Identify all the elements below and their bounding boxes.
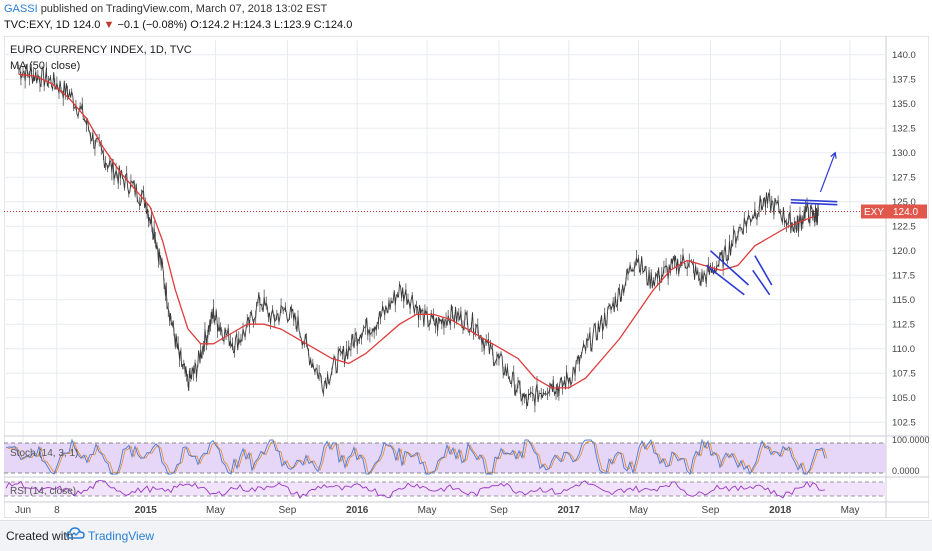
price-tick-label: 110.0 xyxy=(892,344,915,355)
price-tick-label: 105.0 xyxy=(892,393,916,404)
price-tick-label: 132.5 xyxy=(892,124,916,135)
chart-frame xyxy=(3,35,930,519)
tradingview-link[interactable]: TradingView xyxy=(88,529,155,543)
resistance-line xyxy=(790,198,838,203)
created-with-text: Created with xyxy=(6,529,74,543)
time-tick-label: Sep xyxy=(279,505,297,516)
price-tick-label: 135.0 xyxy=(892,99,916,110)
price-tick-label: 112.5 xyxy=(892,320,915,331)
published-text: published on TradingView.com, March 07, … xyxy=(40,3,328,15)
header-line-2: TVC:EXY, 1D 124.0 ▼ −0.1 (−0.08%) O:124.… xyxy=(4,19,352,31)
current-price-symbol: EXY xyxy=(864,207,884,218)
ma-indicator-label: MA (50, close) xyxy=(10,60,80,72)
time-tick-label: May xyxy=(206,505,225,516)
resistance-line xyxy=(790,201,838,206)
price-tick-label: 130.0 xyxy=(892,148,916,159)
price-tick-label: 107.5 xyxy=(892,369,916,380)
symbol-label: TVC:EXY, 1D xyxy=(4,19,70,31)
target-arrow-head xyxy=(830,151,837,159)
footer-bar: Created with TradingView xyxy=(0,520,932,551)
flag-channel-line xyxy=(754,255,773,286)
time-tick-label: 8 xyxy=(54,505,60,516)
time-axis[interactable]: Jun 8 2015 May Sep 2016 May Sep 2017 May Sep 2018 Ma… xyxy=(15,505,860,516)
rsi-band xyxy=(4,482,886,496)
header-line-1: GASSI published on TradingView.com, Marc… xyxy=(4,3,327,15)
time-tick-label: 2017 xyxy=(558,505,581,516)
price-chart-svg[interactable]: 140.0 137.5 135.0 132.5 130.0 127.5 125.0 122.5… xyxy=(3,35,930,519)
rsi-line xyxy=(5,480,826,499)
chart-title: EURO CURRENCY INDEX, 1D, TVC xyxy=(10,44,192,56)
time-tick-label: Sep xyxy=(702,505,720,516)
time-tick-label: May xyxy=(629,505,648,516)
stoch-tick-label: 100.0000 xyxy=(892,435,929,445)
price-series-line xyxy=(18,64,819,407)
price-tick-label: 127.5 xyxy=(892,173,916,184)
target-arrow-line xyxy=(819,152,836,193)
last-price: 124.0 xyxy=(72,19,101,31)
rsi-label: RSI (14, close) xyxy=(10,486,76,497)
time-tick-label: Jun xyxy=(15,505,31,516)
current-price-badge: EXY 124.0 xyxy=(861,204,927,219)
low-value: L:123.9 xyxy=(274,19,311,31)
time-tick-label: May xyxy=(841,505,860,516)
price-axis[interactable]: 140.0 137.5 135.0 132.5 130.0 127.5 125.0 122.5… xyxy=(892,50,930,476)
price-tick-label: 125.0 xyxy=(892,197,916,208)
price-tick-label: 120.0 xyxy=(892,246,916,257)
time-tick-label: May xyxy=(418,505,437,516)
change-value: −0.1 (−0.08%) xyxy=(117,19,188,31)
stoch-label: Stoch (14, 3, 1) xyxy=(10,448,78,459)
ma50-series-line xyxy=(18,73,815,389)
time-tick-label: Sep xyxy=(490,505,508,516)
time-tick-label: 2015 xyxy=(135,505,158,516)
stoch-k-line xyxy=(5,438,826,476)
price-tick-label: 117.5 xyxy=(892,271,915,282)
flag-channel-line xyxy=(752,269,771,296)
high-value: H:124.3 xyxy=(232,19,271,31)
price-tick-label: 140.0 xyxy=(892,50,916,61)
grid xyxy=(4,40,929,503)
current-price-value: 124.0 xyxy=(893,207,918,218)
open-value: O:124.2 xyxy=(190,19,230,31)
chart-area[interactable]: 140.0 137.5 135.0 132.5 130.0 127.5 125.0 122.5… xyxy=(3,35,930,519)
main-pane xyxy=(4,61,886,413)
flag-channel-line xyxy=(709,250,750,286)
time-tick-label: 2016 xyxy=(346,505,369,516)
price-tick-label: 137.5 xyxy=(892,75,916,86)
stoch-tick-label: 0.0000 xyxy=(892,466,920,476)
close-value: C:124.0 xyxy=(313,19,353,31)
flag-channel-line xyxy=(705,264,745,296)
down-arrow-icon: ▼ xyxy=(103,19,115,31)
price-tick-label: 122.5 xyxy=(892,222,916,233)
price-tick-label: 115.0 xyxy=(892,295,915,306)
price-tick-label: 102.5 xyxy=(892,418,916,429)
stoch-band xyxy=(4,443,886,473)
rsi-pane xyxy=(4,480,886,499)
time-tick-label: 2018 xyxy=(769,505,792,516)
stoch-pane xyxy=(4,438,886,476)
author-link[interactable]: GASSI xyxy=(4,3,38,15)
tradingview-cloud-icon[interactable] xyxy=(66,526,86,542)
